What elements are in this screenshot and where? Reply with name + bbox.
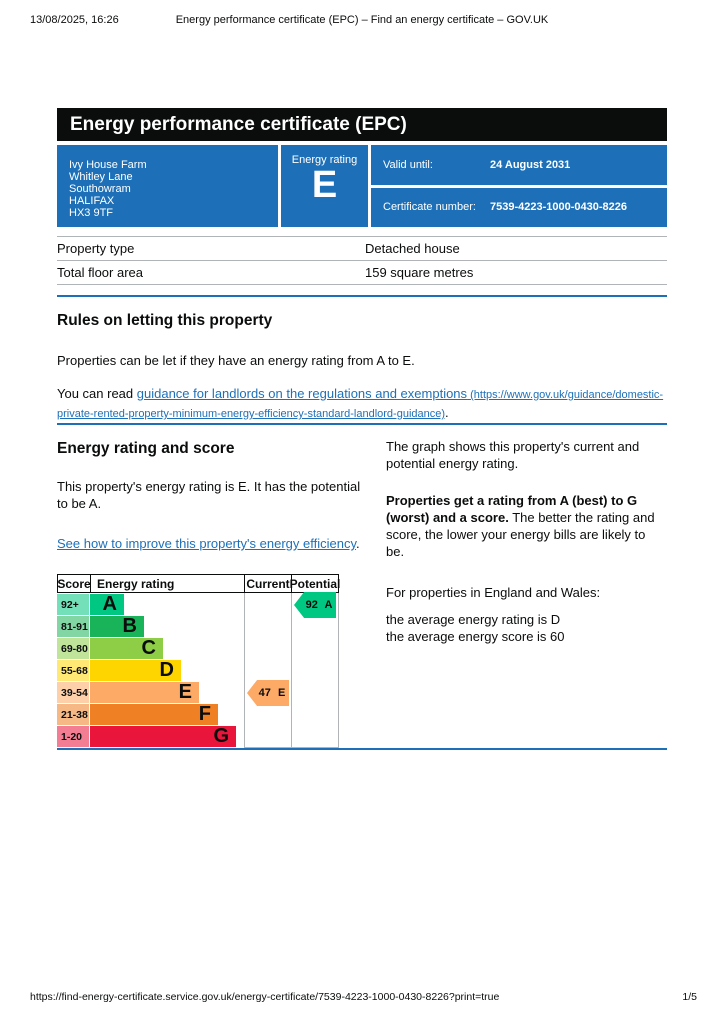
band-bar-a: A xyxy=(90,594,124,615)
band-score-range: 69-80 xyxy=(57,638,89,659)
table-row: Total floor area 159 square metres xyxy=(57,260,667,285)
landlord-guidance-link[interactable]: guidance for landlords on the regulation… xyxy=(57,386,663,420)
england-wales-intro: For properties in England and Wales: xyxy=(386,585,601,600)
print-page-title: Energy performance certificate (EPC) – F… xyxy=(175,14,549,26)
address-line: HALIFAX xyxy=(69,195,115,207)
print-footer-url: https://find-energy-certificate.service.… xyxy=(30,991,500,1003)
potential-rating-column: 92 A xyxy=(291,592,339,748)
explanation-column: The graph shows this property's current … xyxy=(386,438,667,748)
floor-area-value: 159 square metres xyxy=(365,260,667,285)
average-rating-line: the average energy rating is D xyxy=(386,612,561,627)
print-datetime: 13/08/2025, 16:26 xyxy=(30,14,119,26)
chart-body: 92+ A 81-91 B 69-80 C 55-68 xyxy=(57,592,339,748)
epc-rating-chart: Score Energy rating Current Potential 92… xyxy=(57,574,340,748)
band-score-range: 39-54 xyxy=(57,682,89,703)
guidance-prefix: You can read xyxy=(57,386,137,401)
address-line: HX3 9TF xyxy=(69,207,114,219)
energy-rating-value: E xyxy=(311,164,338,206)
improve-paragraph: See how to improve this property's energ… xyxy=(57,535,364,552)
chart-header-potential: Potential xyxy=(290,574,340,593)
band-row-a: 92+ A xyxy=(57,594,244,616)
energy-rating-box: Energy rating E xyxy=(281,145,368,227)
print-page-number: 1/5 xyxy=(682,991,697,1003)
address-line: Southowram xyxy=(69,183,131,195)
band-score-range: 92+ xyxy=(57,594,89,615)
valid-until-label: Valid until: xyxy=(383,158,433,171)
valid-until-row: Valid until: 24 August 2031 xyxy=(371,145,667,185)
rating-heading: Energy rating and score xyxy=(57,440,235,457)
certificate-validity: Valid until: 24 August 2031 Certificate … xyxy=(371,145,667,227)
chart-header-current: Current xyxy=(244,574,291,593)
section-divider xyxy=(57,748,667,750)
certificate-number-row: Certificate number: 7539-4223-1000-0430-… xyxy=(371,187,667,227)
band-row-g: 1-20 G xyxy=(57,726,244,748)
band-score-range: 81-91 xyxy=(57,616,89,637)
rating-and-score-section: Energy rating and score This property's … xyxy=(57,425,667,748)
band-score-range: 1-20 xyxy=(57,726,89,747)
certificate-content: Energy performance certificate (EPC) Ivy… xyxy=(57,108,667,750)
rating-explanation-rest: The better the rating and score, the low… xyxy=(386,510,655,559)
band-row-b: 81-91 B xyxy=(57,616,244,638)
rating-explanation: Properties get a rating from A (best) to… xyxy=(386,492,667,560)
valid-until-value: 24 August 2031 xyxy=(490,158,571,171)
chart-header-score: Score xyxy=(57,574,91,593)
certificate-number-value: 7539-4223-1000-0430-8226 xyxy=(490,201,628,214)
rating-bands: 92+ A 81-91 B 69-80 C 55-68 xyxy=(57,593,244,748)
band-row-d: 55-68 D xyxy=(57,660,244,682)
current-rating-marker: 47 E xyxy=(247,680,289,706)
property-address: Ivy House Farm Whitley Lane Southowram H… xyxy=(57,145,278,227)
section-divider xyxy=(57,295,667,297)
improve-efficiency-link[interactable]: See how to improve this property's energ… xyxy=(57,536,356,551)
guidance-suffix: . xyxy=(445,405,449,420)
band-bar-b: B xyxy=(90,616,144,637)
average-score-line: the average energy score is 60 xyxy=(386,629,565,644)
improve-suffix: . xyxy=(355,536,360,551)
current-rating-column: 47 E xyxy=(244,593,291,748)
band-score-range: 55-68 xyxy=(57,660,89,681)
chart-header-rating: Energy rating xyxy=(90,574,244,593)
band-bar-d: D xyxy=(90,660,181,681)
rating-column: Energy rating and score This property's … xyxy=(57,425,364,748)
band-row-c: 69-80 C xyxy=(57,638,244,660)
address-line: Ivy House Farm xyxy=(69,159,147,171)
energy-rating-label: Energy rating xyxy=(291,154,358,166)
rules-paragraph: Properties can be let if they have an en… xyxy=(57,353,415,368)
band-bar-e: E xyxy=(90,682,199,703)
property-type-label: Property type xyxy=(57,236,365,261)
rating-paragraph: This property's energy rating is E. It h… xyxy=(57,479,361,511)
certificate-summary: Ivy House Farm Whitley Lane Southowram H… xyxy=(57,145,667,227)
property-type-value: Detached house xyxy=(365,236,667,261)
floor-area-label: Total floor area xyxy=(57,260,365,285)
section-divider xyxy=(57,423,667,425)
table-row: Property type Detached house xyxy=(57,236,667,261)
rules-section: Rules on letting this property Propertie… xyxy=(57,312,667,423)
potential-rating-marker: 92 A xyxy=(294,592,336,618)
chart-header: Score Energy rating Current Potential xyxy=(57,574,340,593)
landlord-guidance-link-text: guidance for landlords on the regulation… xyxy=(136,386,468,401)
property-details-table: Property type Detached house Total floor… xyxy=(57,236,667,285)
band-bar-g: G xyxy=(90,726,236,747)
rating-explanation-bold: Properties get a rating from A (best) to… xyxy=(386,493,638,525)
certificate-banner: Energy performance certificate (EPC) xyxy=(57,108,667,141)
certificate-banner-title: Energy performance certificate (EPC) xyxy=(70,113,407,135)
guidance-paragraph: You can read guidance for landlords on t… xyxy=(57,385,667,423)
landlord-guidance-link-url: (https://www.gov.uk/guidance/domestic-pr… xyxy=(57,389,664,420)
band-bar-c: C xyxy=(90,638,163,659)
print-header: 13/08/2025, 16:26 Energy performance cer… xyxy=(0,14,724,26)
graph-explanation: The graph shows this property's current … xyxy=(386,439,640,471)
averages-paragraph: the average energy rating is D the averag… xyxy=(386,611,667,645)
band-row-f: 21-38 F xyxy=(57,704,244,726)
band-bar-f: F xyxy=(90,704,218,725)
band-row-e: 39-54 E xyxy=(57,682,244,704)
band-score-range: 21-38 xyxy=(57,704,89,725)
address-line: Whitley Lane xyxy=(69,171,133,183)
rules-heading: Rules on letting this property xyxy=(57,312,273,329)
certificate-number-label: Certificate number: xyxy=(383,201,476,214)
